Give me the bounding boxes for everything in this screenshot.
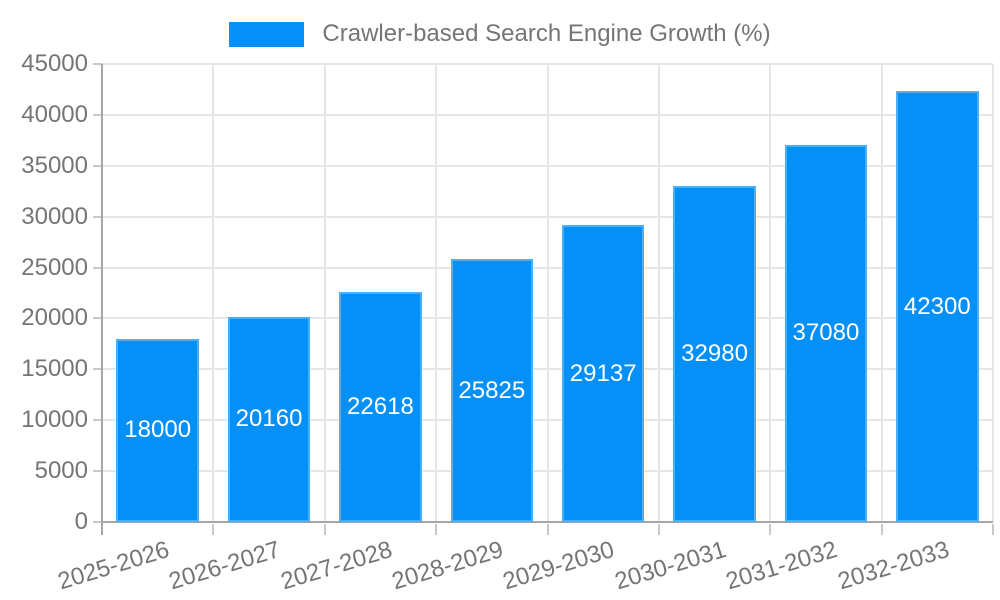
x-gridline <box>546 64 549 522</box>
y-axis-tick <box>93 266 102 269</box>
y-axis-tick-label: 10000 <box>21 406 88 434</box>
bar[interactable]: 25825 <box>450 259 533 522</box>
x-axis-tick-label: 2027-2028 <box>277 536 396 596</box>
x-axis-tick <box>657 524 660 535</box>
legend-swatch-icon <box>229 21 305 47</box>
x-axis-tick-label: 2026-2027 <box>166 536 284 596</box>
bar-value-label: 32980 <box>681 340 748 368</box>
x-axis-tick <box>880 524 883 535</box>
x-gridline <box>769 64 772 522</box>
bar-value-label: 25825 <box>458 376 526 404</box>
bar-value-label: 42300 <box>903 292 971 320</box>
y-axis-tick-label: 45000 <box>21 50 88 77</box>
y-axis-tick <box>93 470 102 473</box>
bar-value-label: 18000 <box>124 416 192 444</box>
y-axis-tick <box>93 215 102 218</box>
chart-legend[interactable]: Crawler-based Search Engine Growth (%) <box>0 14 1000 54</box>
x-axis-tick <box>769 524 772 535</box>
y-axis-tick-label: 40000 <box>21 100 88 128</box>
y-axis-tick-label: 5000 <box>34 457 88 485</box>
x-gridline <box>880 64 883 522</box>
x-axis-tick <box>212 524 215 535</box>
x-axis-tick <box>992 524 994 535</box>
bar[interactable]: 29137 <box>561 225 645 522</box>
x-axis-tick <box>546 524 549 535</box>
y-axis-tick-label: 35000 <box>21 151 88 179</box>
x-axis-tick <box>435 524 438 535</box>
bar-value-label: 29137 <box>569 359 637 387</box>
x-axis-tick <box>323 524 326 535</box>
x-axis-tick-label: 2032-2033 <box>834 536 952 596</box>
y-axis-tick <box>93 368 102 371</box>
bar[interactable]: 37080 <box>784 144 868 522</box>
x-gridline <box>657 64 660 522</box>
y-axis-tick <box>93 521 102 523</box>
y-axis-tick <box>93 63 102 65</box>
y-axis-tick-label: 15000 <box>21 355 88 383</box>
bar-value-label: 20160 <box>235 405 303 433</box>
y-axis-tick-label: 20000 <box>21 304 88 332</box>
x-axis-tick-label: 2025-2026 <box>54 536 173 596</box>
x-gridline <box>323 64 326 522</box>
x-gridline <box>212 64 215 522</box>
legend-label: Crawler-based Search Engine Growth (%) <box>322 20 771 47</box>
x-axis-tick-label: 2030-2031 <box>611 536 730 596</box>
y-axis-tick-label: 0 <box>74 508 88 535</box>
x-axis-tick-label: 2028-2029 <box>388 536 507 596</box>
x-axis-line <box>102 521 993 523</box>
x-axis-tick-label: 2029-2030 <box>500 536 618 596</box>
y-axis-tick-label: 25000 <box>21 253 88 281</box>
bar-value-label: 37080 <box>792 319 860 347</box>
y-axis-tick <box>93 113 102 116</box>
bar-value-label: 22618 <box>347 392 414 420</box>
y-axis-tick <box>93 164 102 167</box>
y-axis-line <box>101 64 103 535</box>
y-axis-tick <box>93 419 102 422</box>
bar[interactable]: 42300 <box>896 91 979 522</box>
bar[interactable]: 20160 <box>227 316 311 522</box>
y-axis-tick <box>93 317 102 320</box>
y-axis-tick-label: 30000 <box>21 202 88 230</box>
x-gridline <box>992 64 994 522</box>
x-gridline <box>435 64 438 522</box>
x-axis-tick-label: 2031-2032 <box>722 536 841 596</box>
bar[interactable]: 32980 <box>673 186 756 522</box>
bar[interactable]: 22618 <box>339 291 422 522</box>
bar[interactable]: 18000 <box>116 338 199 522</box>
